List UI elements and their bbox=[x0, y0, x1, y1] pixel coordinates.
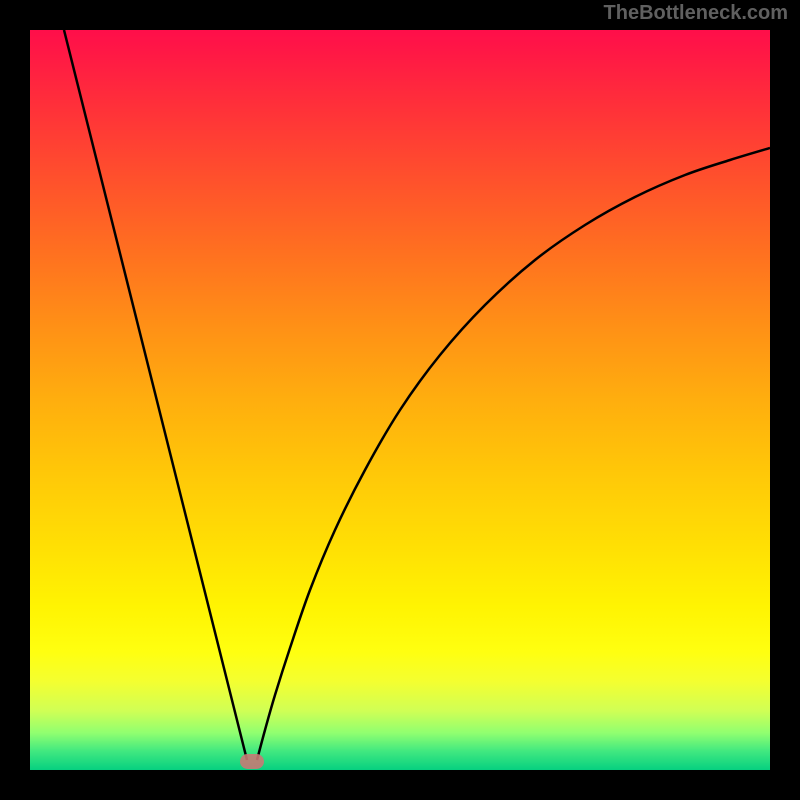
bottleneck-curve bbox=[30, 30, 770, 770]
plot-area bbox=[30, 30, 770, 770]
chart-container: TheBottleneck.com bbox=[0, 0, 800, 800]
optimum-marker bbox=[240, 754, 264, 769]
watermark-text: TheBottleneck.com bbox=[604, 2, 788, 25]
